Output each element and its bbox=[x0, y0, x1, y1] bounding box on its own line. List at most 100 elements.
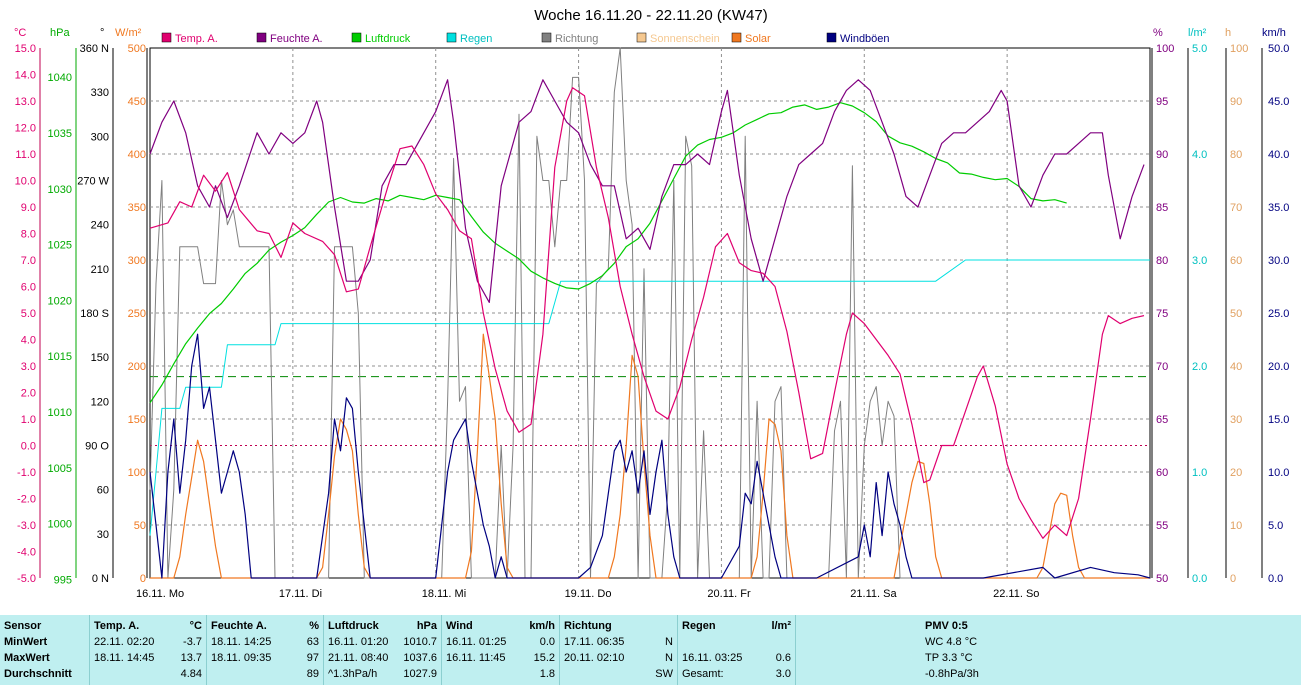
tick-feuchte: 55 bbox=[1156, 520, 1168, 532]
stats-wind-title: Wind bbox=[446, 620, 473, 632]
axis-unit-wind: km/h bbox=[1262, 27, 1286, 39]
tick-wind: 45.0 bbox=[1268, 96, 1289, 108]
tick-richtung: 150 bbox=[91, 352, 109, 364]
legend-label-richtung: Richtung bbox=[555, 33, 598, 45]
stats-pmv-wc: WC 4.8 °C bbox=[925, 636, 978, 648]
stats-sensor-title: Sensor bbox=[4, 620, 42, 632]
tick-temp: -3.0 bbox=[17, 520, 36, 532]
tick-richtung: 60 bbox=[97, 485, 109, 497]
stats-avg-label: Durchschnitt bbox=[4, 668, 72, 680]
stats-regen-total-value: 3.0 bbox=[775, 668, 791, 680]
tick-temp: -2.0 bbox=[17, 494, 36, 506]
tick-richtung: 0 N bbox=[92, 573, 109, 585]
tick-luftdruck: 1035 bbox=[48, 128, 72, 140]
tick-solar: 150 bbox=[128, 414, 146, 426]
stats-feuchte-unit: % bbox=[309, 620, 319, 632]
axis-unit-temp: °C bbox=[14, 27, 26, 39]
day-label: 20.11. Fr bbox=[707, 588, 751, 600]
stats-feuchte-col: Feuchte A.% 18.11. 14:25 63 18.11. 09:35 9… bbox=[206, 615, 323, 685]
axis-units: °C hPa ° W/m²% l/m² h km/h bbox=[14, 27, 1286, 39]
tick-feuchte: 100 bbox=[1156, 43, 1174, 55]
tick-luftdruck: 1010 bbox=[48, 407, 72, 419]
legend-swatch-windboeen bbox=[826, 32, 837, 43]
tick-sonnenschein: 70 bbox=[1230, 202, 1242, 214]
day-label: 17.11. Di bbox=[279, 588, 322, 600]
tick-feuchte: 50 bbox=[1156, 573, 1168, 585]
stats-max-label: MaxWert bbox=[4, 652, 50, 664]
tick-wind: 40.0 bbox=[1268, 149, 1289, 161]
stats-temp-min-value: -3.7 bbox=[183, 636, 202, 648]
tick-richtung: 240 bbox=[91, 220, 109, 232]
tick-temp: 7.0 bbox=[21, 255, 36, 267]
stats-regen-total-label: Gesamt: bbox=[682, 668, 724, 680]
legend-label-windboeen: Windböen bbox=[840, 33, 890, 45]
stats-richtung-col: Richtung 17.11. 06:35 N 20.11. 02:10 N SW bbox=[559, 615, 677, 685]
tick-sonnenschein: 50 bbox=[1230, 308, 1242, 320]
stats-temp-min-time: 22.11. 02:20 bbox=[94, 636, 155, 648]
series-line bbox=[149, 333, 1151, 579]
tick-luftdruck: 1040 bbox=[48, 72, 72, 84]
stats-wind-min-time: 16.11. 01:25 bbox=[446, 636, 507, 648]
stats-pmv-tp: TP 3.3 °C bbox=[925, 652, 973, 664]
stats-luftdruck-unit: hPa bbox=[416, 620, 437, 632]
tick-temp: 1.0 bbox=[21, 414, 36, 426]
tick-solar: 350 bbox=[128, 202, 146, 214]
stats-wind-avg-value: 1.8 bbox=[539, 668, 555, 680]
tick-sonnenschein: 30 bbox=[1230, 414, 1242, 426]
tick-temp: -4.0 bbox=[17, 547, 36, 559]
tick-temp: 6.0 bbox=[21, 282, 36, 294]
tick-temp: 9.0 bbox=[21, 202, 36, 214]
tick-sonnenschein: 20 bbox=[1230, 467, 1242, 479]
chart-title: Woche 16.11.20 - 22.11.20 (KW47) bbox=[534, 7, 767, 24]
tick-wind: 50.0 bbox=[1268, 43, 1289, 55]
tick-regen: 2.0 bbox=[1192, 361, 1207, 373]
tick-wind: 35.0 bbox=[1268, 202, 1289, 214]
legend-swatch-richtung bbox=[541, 32, 552, 43]
tick-temp: 5.0 bbox=[21, 308, 36, 320]
weather-chart: Woche 16.11.20 - 22.11.20 (KW47) Temp. A… bbox=[14, 7, 1289, 600]
stats-pmv-title: PMV 0:5 bbox=[925, 620, 968, 632]
tick-solar: 50 bbox=[134, 520, 146, 532]
tick-feuchte: 95 bbox=[1156, 96, 1168, 108]
tick-richtung: 30 bbox=[97, 529, 109, 541]
stats-wind-max-time: 16.11. 11:45 bbox=[446, 652, 506, 664]
legend-label-luftdruck: Luftdruck bbox=[365, 33, 411, 45]
grid bbox=[150, 48, 1150, 578]
day-label: 19.11. Do bbox=[565, 588, 612, 600]
tick-temp: 11.0 bbox=[15, 149, 36, 161]
stats-feuchte-max-time: 18.11. 09:35 bbox=[211, 652, 272, 664]
tick-temp: 14.0 bbox=[15, 70, 36, 82]
tick-temp: -1.0 bbox=[17, 467, 36, 479]
stats-luftdruck-max-value: 1037.6 bbox=[403, 652, 437, 664]
tick-solar: 250 bbox=[128, 308, 146, 320]
day-label: 16.11. Mo bbox=[136, 588, 184, 600]
stats-richtung-max-time: 20.11. 02:10 bbox=[564, 652, 625, 664]
stats-temp-max-time: 18.11. 14:45 bbox=[94, 652, 155, 664]
stats-regen-unit: l/m² bbox=[771, 620, 791, 632]
tick-richtung: 120 bbox=[91, 396, 109, 408]
tick-solar: 100 bbox=[128, 467, 146, 479]
tick-solar: 200 bbox=[128, 361, 146, 373]
tick-richtung: 90 O bbox=[85, 441, 109, 453]
tick-solar: 300 bbox=[128, 255, 146, 267]
tick-richtung: 360 N bbox=[80, 43, 109, 55]
tick-sonnenschein: 0 bbox=[1230, 573, 1236, 585]
tick-sonnenschein: 90 bbox=[1230, 96, 1242, 108]
tick-richtung: 210 bbox=[91, 264, 109, 276]
axis-unit-feuchte: % bbox=[1153, 27, 1163, 39]
stats-regen-max-value: 0.6 bbox=[775, 652, 791, 664]
stats-pmv-trend: -0.8hPa/3h bbox=[925, 668, 979, 680]
legend-label-regen: Regen bbox=[460, 33, 492, 45]
tick-temp: 10.0 bbox=[15, 176, 36, 188]
stats-feuchte-min-time: 18.11. 14:25 bbox=[211, 636, 272, 648]
tick-feuchte: 60 bbox=[1156, 467, 1168, 479]
day-labels: 16.11. Mo 17.11. Di 18.11. Mi 19.11. Do 20.1… bbox=[136, 588, 1039, 600]
legend-swatch-feuchte bbox=[256, 32, 267, 43]
tick-regen: 4.0 bbox=[1192, 149, 1207, 161]
tick-temp: 15.0 bbox=[15, 43, 36, 55]
tick-feuchte: 75 bbox=[1156, 308, 1168, 320]
tick-regen: 3.0 bbox=[1192, 255, 1207, 267]
legend-swatch-solar bbox=[731, 32, 742, 43]
tick-richtung: 330 bbox=[91, 87, 109, 99]
stats-wind-max-value: 15.2 bbox=[533, 652, 555, 664]
